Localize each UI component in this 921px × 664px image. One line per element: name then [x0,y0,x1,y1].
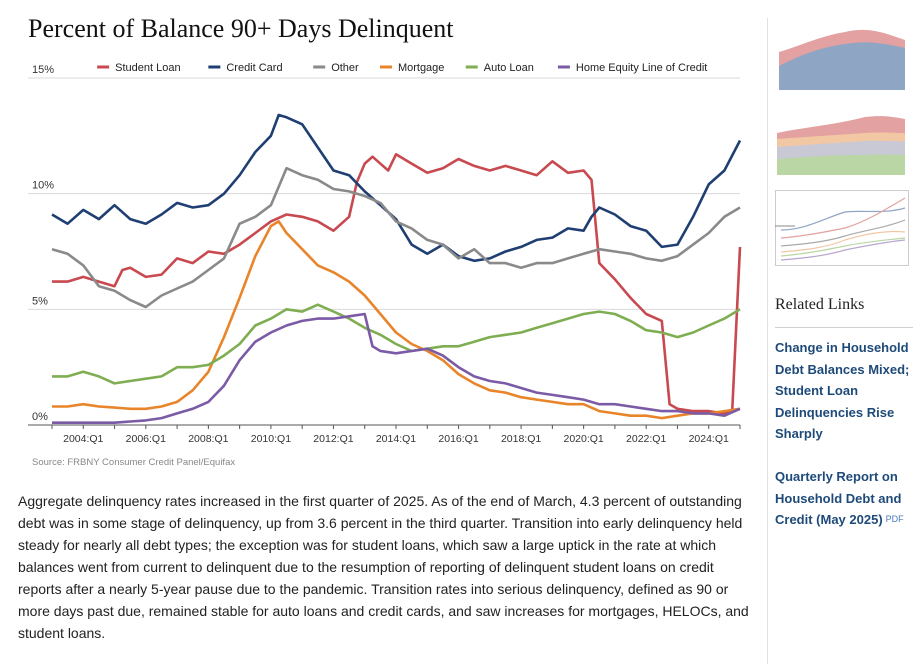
x-axis: 2004:Q1 2006:Q1 2008:Q1 2010:Q1 2012:Q1 2014:… [28,424,741,445]
x-tick-label: 2018:Q1 [501,433,541,445]
series-line-4 [52,303,741,385]
series-line-2 [51,166,741,309]
x-tick-label: 2006:Q1 [126,433,166,445]
legend-label: Student Loan [115,62,180,74]
chart-title: Percent of Balance 90+ Days Delinquent [28,14,454,43]
x-tick-label: 2012:Q1 [313,433,353,445]
body-paragraph: Aggregate delinquency rates increased in… [18,493,749,641]
y-tick-label: 10% [32,180,54,192]
y-tick-label: 0% [32,411,48,423]
related-links-title: Related Links [775,296,865,313]
chart-legend: Student Loan Credit Card Other Mortgage Auto… [97,62,707,74]
series-line-0 [52,153,742,415]
chart-grid [28,77,740,310]
legend-label: Other [331,62,359,74]
related-link-label[interactable]: Change in Household Debt Balances Mixed;… [775,340,910,441]
x-tick-label: 2010:Q1 [251,433,291,445]
y-tick-label: 5% [32,295,48,307]
chart-series [51,113,742,424]
x-tick-label: 2016:Q1 [438,433,478,445]
related-link-quarterly-report[interactable]: Quarterly Report on Household Debt and C… [775,466,915,531]
main-content: Percent of Balance 90+ Days Delinquent 0… [18,14,749,641]
x-tick-label: 2022:Q1 [626,433,666,445]
sidebar [768,0,921,664]
pdf-badge: PDF [885,514,904,524]
delinquency-line-chart: 0%5%10%15% 2004:Q1 2006:Q1 2008:Q1 2010:Q1 2… [28,62,742,445]
legend-label: Home Equity Line of Credit [576,62,707,74]
legend-label: Mortgage [398,62,444,74]
x-tick-label: 2024:Q1 [689,433,729,445]
related-link-label[interactable]: Quarterly Report on Household Debt and C… [775,469,902,527]
area-chart-thumbnail[interactable] [775,18,907,96]
stacked-area-thumbnail[interactable] [775,105,907,179]
x-tick-label: 2008:Q1 [188,433,228,445]
legend-label: Auto Loan [484,62,534,74]
y-tick-label: 15% [32,64,54,76]
y-axis-ticks: 0% 5% 10% 15% [32,64,54,423]
chart-source: Source: FRBNY Consumer Credit Panel/Equi… [32,457,236,468]
legend-label: Credit Card [226,62,282,74]
line-chart-thumbnail[interactable] [775,190,909,266]
x-tick-label: 2014:Q1 [376,433,416,445]
series-line-1 [51,113,742,263]
x-tick-label: 2004:Q1 [63,433,103,445]
series-line-5 [52,312,741,424]
series-line-3 [52,220,741,420]
x-tick-label: 2020:Q1 [563,433,603,445]
related-link-household-debt[interactable]: Change in Household Debt Balances Mixed;… [775,337,915,445]
column-divider [767,18,768,664]
related-links-divider [775,327,913,328]
